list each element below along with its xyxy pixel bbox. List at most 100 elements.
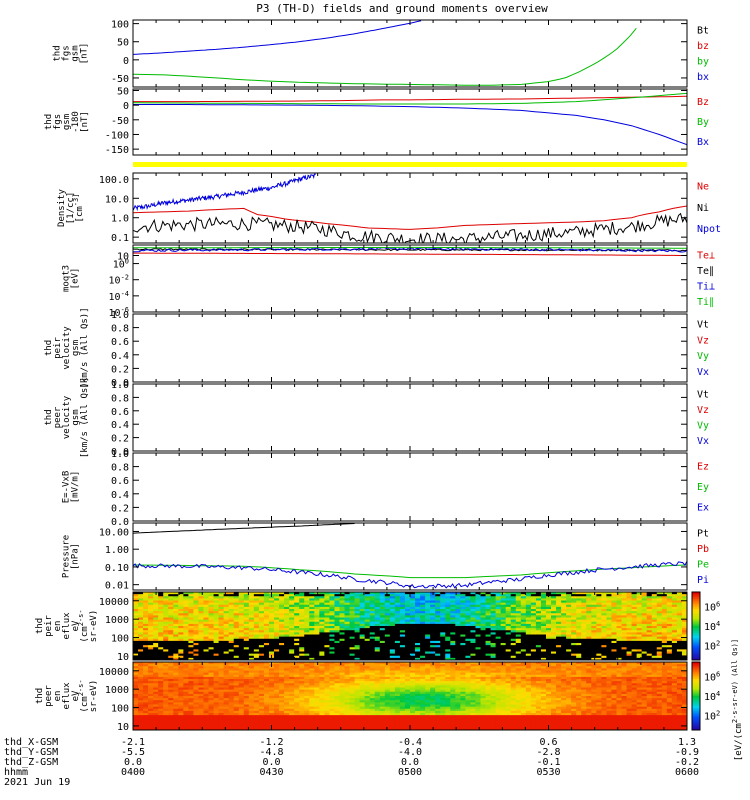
spectrogram-cell [158, 664, 164, 667]
spectrogram-cell [394, 604, 401, 608]
spectrogram-cell [258, 645, 265, 648]
spectrogram-cell [289, 596, 295, 599]
spectrogram-cell [671, 606, 678, 610]
spectrogram-cell [198, 668, 204, 671]
spectrogram-cell [148, 609, 154, 612]
spectrogram-cell [530, 651, 537, 655]
spectrogram-cell [258, 630, 265, 633]
spectrogram-cell [133, 725, 139, 729]
spectrogram-cell [571, 636, 577, 640]
spectrogram-cell [138, 626, 144, 629]
spectrogram-cell [465, 600, 471, 604]
spectrogram-cell [138, 606, 144, 610]
spectrogram-cell [394, 623, 401, 627]
spectrogram-cell [133, 632, 139, 635]
spectrogram-cell [399, 628, 406, 631]
spectrogram-cell [415, 606, 421, 610]
colorbar-swatch [692, 620, 700, 624]
spectrogram-cell [143, 683, 149, 686]
spectrogram-cell [279, 621, 285, 625]
spectrogram-cell [284, 632, 290, 635]
spectrogram-cell [545, 596, 552, 599]
spectrogram-cell [339, 596, 345, 599]
spectrogram-cell [233, 643, 240, 646]
spectrogram-cell [671, 626, 678, 629]
spectrogram-cell [410, 657, 416, 660]
spectrogram-cell [133, 713, 139, 716]
spectrogram-cell [258, 638, 265, 642]
spectrogram-cell [238, 613, 245, 616]
spectrogram-cell [168, 664, 174, 667]
spectrogram-cell [153, 643, 159, 646]
spectrogram-cell [520, 592, 527, 595]
spectrogram-cell [399, 636, 406, 640]
spectrogram-cell [304, 594, 310, 597]
spectrogram-cell [279, 623, 285, 627]
spectrogram-cell [535, 649, 542, 652]
spectrogram-cell [344, 606, 350, 610]
spectrogram-cell [666, 636, 673, 640]
spectrogram-cell [641, 638, 648, 642]
spectrogram-cell [606, 609, 612, 612]
spectrogram-cell [133, 594, 139, 597]
spectrogram-cell [571, 611, 577, 614]
spectrogram-cell [611, 602, 617, 606]
spectrogram-cell [233, 630, 240, 633]
spectrogram-cell [671, 638, 678, 642]
spectrogram-cell [168, 727, 174, 730]
spectrogram-cell [203, 621, 209, 625]
spectrogram-cell [158, 687, 164, 691]
spectrogram-cell [208, 628, 214, 631]
spectrogram-cell [430, 626, 436, 629]
spectrogram-cell [238, 683, 245, 686]
spectrogram-cell [238, 598, 245, 601]
spectrogram-cell [339, 628, 345, 631]
spectrogram-cell [445, 592, 451, 595]
spectrogram-cell [213, 687, 220, 691]
spectrogram-cell [158, 594, 164, 597]
spectrogram-cell [309, 638, 315, 642]
spectrogram-cell [324, 613, 330, 616]
spectrogram-cell [324, 611, 330, 614]
spectrogram-cell [213, 651, 220, 655]
spectrogram-cell [359, 651, 366, 655]
spectrogram-cell [510, 592, 517, 595]
spectrogram-cell [203, 626, 209, 629]
spectrogram-cell [470, 651, 476, 655]
spectrogram-cell [399, 632, 406, 635]
spectrogram-cell [576, 609, 582, 612]
spectrogram-cell [551, 594, 557, 597]
spectrogram-cell [485, 626, 491, 629]
spectrogram-cell [163, 609, 169, 612]
spectrogram-cell [389, 632, 396, 635]
spectrogram-cell [319, 630, 325, 633]
spectrogram-cell [248, 602, 255, 606]
spectrogram-cell [601, 657, 607, 660]
spectrogram-cell [354, 600, 361, 604]
spectrogram-cell [384, 653, 391, 657]
y-tick-label: 1.0 [111, 214, 129, 225]
spectrogram-cell [168, 602, 174, 606]
spectrogram-cell [515, 611, 522, 614]
spectrogram-cell [138, 600, 144, 604]
spectrogram-cell [163, 668, 169, 671]
spectrogram-cell [571, 645, 577, 648]
legend-bx: bx [697, 72, 709, 83]
spectrogram-cell [238, 651, 245, 655]
spectrogram-cell [480, 649, 486, 652]
spectrogram-cell [576, 619, 582, 623]
spectrogram-cell [223, 596, 230, 599]
spectrogram-cell [274, 657, 280, 660]
spectrogram-cell [133, 645, 139, 648]
spectrogram-cell [581, 626, 587, 629]
spectrogram-cell [601, 613, 607, 616]
y-tick-label: 0.8 [111, 393, 129, 404]
spectrogram-cell [178, 628, 184, 631]
spectrogram-cell [475, 604, 481, 608]
spectrogram-cell [530, 632, 537, 635]
spectrogram-cell [505, 653, 512, 657]
spectrogram-cell [425, 626, 431, 629]
spectrogram-cell [253, 600, 260, 604]
spectrogram-cell [289, 604, 295, 608]
spectrogram-cell [203, 708, 209, 712]
